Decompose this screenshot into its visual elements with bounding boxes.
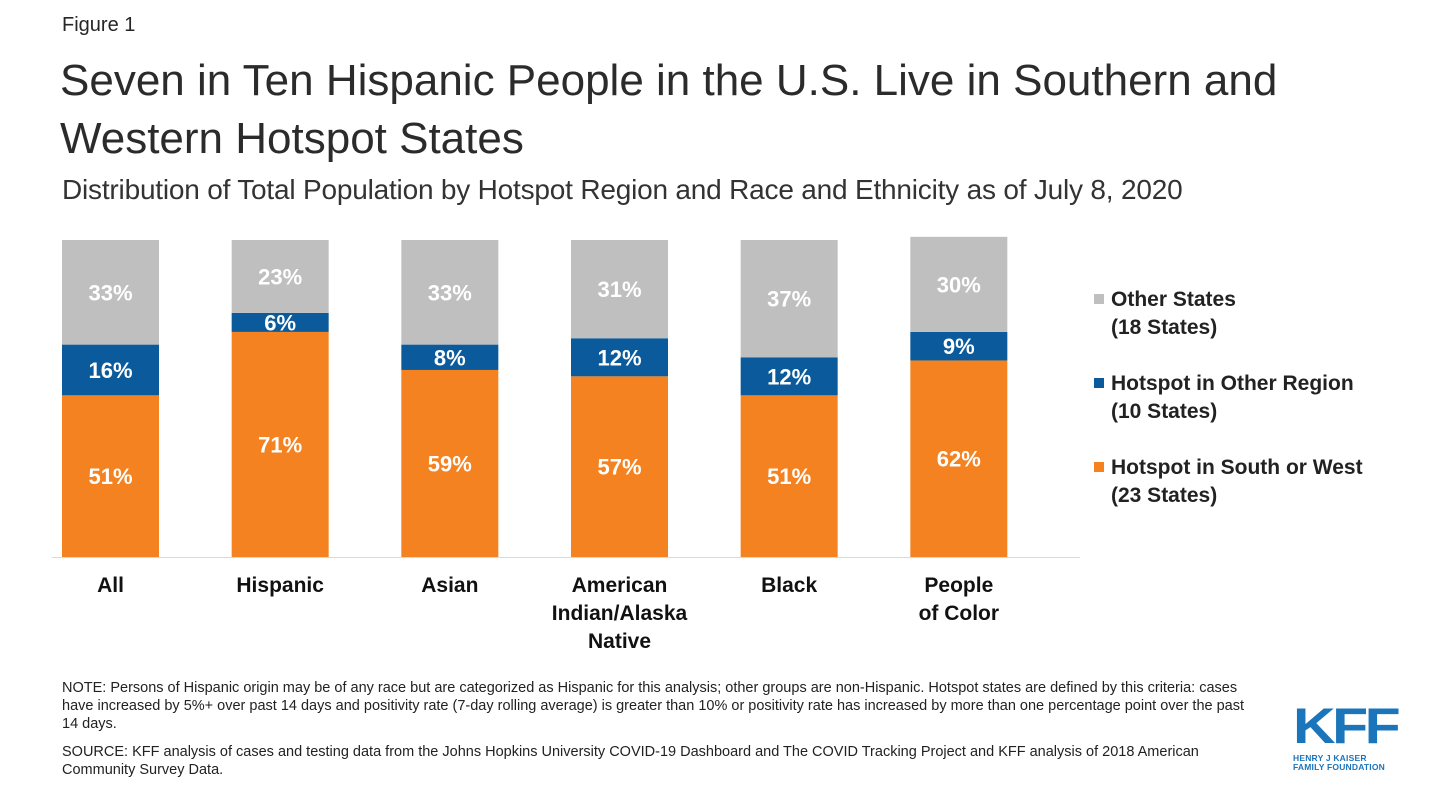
data-label: 31% bbox=[597, 277, 641, 302]
bar-segment bbox=[910, 360, 1008, 557]
chart-subtitle: Distribution of Total Population by Hots… bbox=[62, 174, 1183, 205]
bar-segment bbox=[910, 331, 1008, 361]
bar-segment bbox=[62, 344, 159, 396]
bar-segment bbox=[740, 395, 838, 557]
category-label: People of Color bbox=[918, 574, 1000, 625]
category-label: Asian bbox=[421, 574, 479, 597]
source-text: SOURCE: KFF analysis of cases and testin… bbox=[62, 744, 1199, 778]
bar-segment bbox=[401, 240, 499, 345]
legend-swatch bbox=[1094, 462, 1104, 472]
bar-segment bbox=[910, 236, 1008, 332]
data-label: 33% bbox=[428, 280, 472, 305]
category-label: American Indian/Alaska Native bbox=[551, 574, 688, 653]
data-label: 12% bbox=[767, 364, 811, 389]
bar-segment bbox=[571, 240, 668, 339]
figure-label: Figure 1 bbox=[62, 14, 136, 36]
data-label: 23% bbox=[258, 264, 302, 289]
data-label: 57% bbox=[597, 455, 641, 480]
legend-label: Other States (18 States) bbox=[1111, 288, 1236, 339]
data-label: 9% bbox=[943, 334, 975, 359]
data-label: 37% bbox=[767, 287, 811, 312]
data-label: 6% bbox=[264, 310, 296, 335]
kff-logo-icon: KFF HENRY J KAISER FAMILY FOUNDATION bbox=[1293, 701, 1403, 772]
data-label: 62% bbox=[937, 447, 981, 472]
bar-segment bbox=[571, 376, 668, 557]
data-label: 8% bbox=[434, 345, 466, 370]
bar-segment bbox=[62, 240, 159, 345]
legend-swatch bbox=[1094, 378, 1104, 388]
bar-segment bbox=[401, 344, 499, 370]
data-label: 51% bbox=[88, 464, 132, 489]
data-label: 59% bbox=[428, 451, 472, 476]
data-label: 51% bbox=[767, 464, 811, 489]
logo-subtitle: HENRY J KAISER FAMILY FOUNDATION bbox=[1293, 753, 1386, 772]
bar-segment bbox=[740, 357, 838, 396]
data-label: 71% bbox=[258, 432, 302, 457]
bar-segment bbox=[740, 240, 838, 358]
data-label: 12% bbox=[597, 345, 641, 370]
bar-segment bbox=[231, 312, 329, 332]
legend-label: Hotspot in South or West (23 States) bbox=[1111, 456, 1363, 507]
legend-swatch bbox=[1094, 294, 1104, 304]
bar-segment bbox=[231, 331, 329, 557]
logo-mark: KFF bbox=[1293, 698, 1401, 754]
bar-segment bbox=[571, 338, 668, 377]
note-text: NOTE: Persons of Hispanic origin may be … bbox=[62, 680, 1245, 732]
bar-segment bbox=[231, 240, 329, 313]
data-label: 30% bbox=[937, 272, 981, 297]
legend-label: Hotspot in Other Region (10 States) bbox=[1111, 372, 1354, 423]
data-label: 16% bbox=[88, 358, 132, 383]
data-label: 33% bbox=[88, 280, 132, 305]
chart-title: Seven in Ten Hispanic People in the U.S.… bbox=[60, 56, 1278, 163]
category-label: All bbox=[97, 574, 124, 597]
category-label: Hispanic bbox=[236, 574, 324, 597]
bar-segment bbox=[401, 369, 499, 557]
bar-segment bbox=[62, 395, 159, 557]
category-label: Black bbox=[761, 574, 818, 597]
